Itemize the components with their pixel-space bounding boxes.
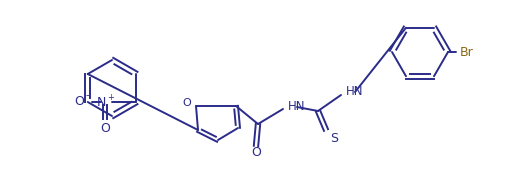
Text: HN: HN bbox=[288, 100, 306, 112]
Text: +: + bbox=[107, 93, 113, 102]
Text: -: - bbox=[85, 90, 89, 100]
Text: O: O bbox=[100, 123, 110, 136]
Text: O: O bbox=[182, 98, 191, 108]
Text: S: S bbox=[330, 132, 338, 145]
Text: O: O bbox=[75, 94, 84, 107]
Text: HN: HN bbox=[346, 84, 363, 98]
Text: Br: Br bbox=[460, 46, 474, 58]
Text: O: O bbox=[251, 147, 261, 159]
Text: N: N bbox=[97, 96, 106, 109]
